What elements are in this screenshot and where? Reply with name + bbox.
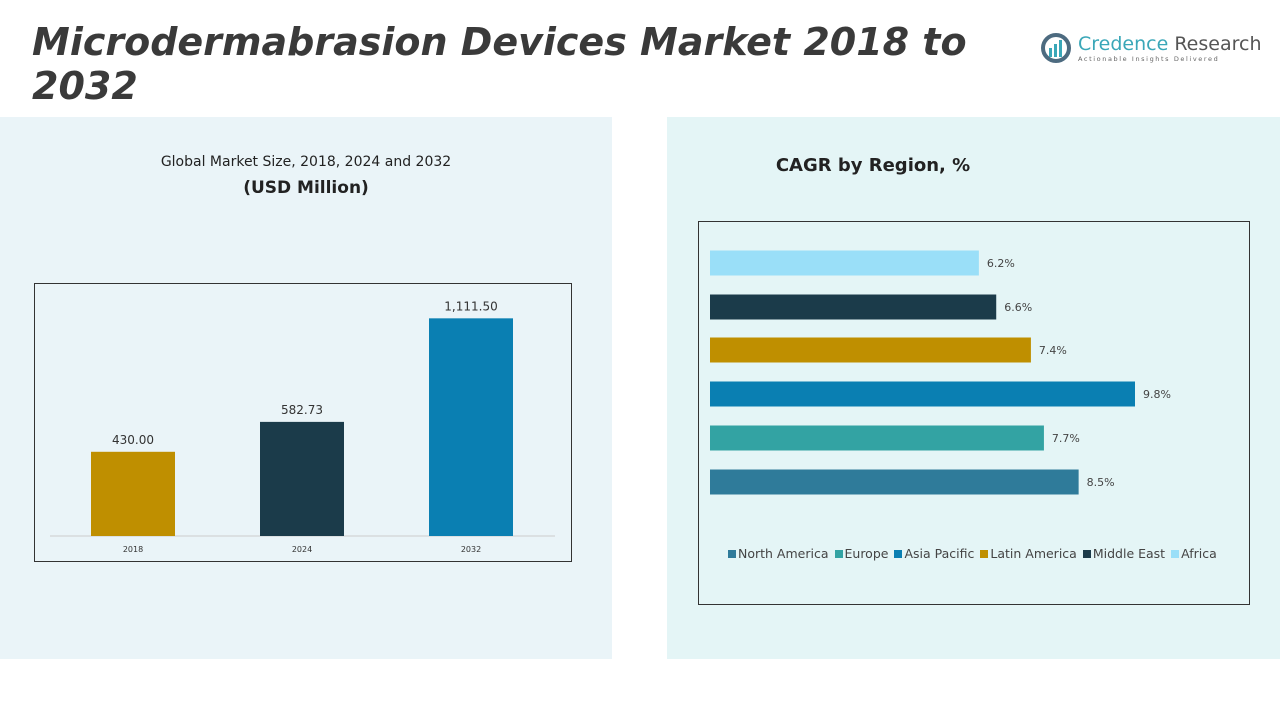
bar-2032 <box>429 318 513 536</box>
data-label-middle-east: 6.6% <box>1004 301 1032 314</box>
data-label-2032: 1,111.50 <box>444 299 497 313</box>
legend-item-europe: Europe <box>834 546 889 561</box>
bar-middle-east <box>710 294 997 320</box>
right-chart-title: CAGR by Region, % <box>775 155 971 176</box>
x-tick-2018: 2018 <box>123 545 143 554</box>
legend-swatch <box>980 549 989 558</box>
legend-swatch <box>1082 549 1091 558</box>
legend-label: Asia Pacific <box>904 546 975 561</box>
x-tick-2032: 2032 <box>461 545 481 554</box>
x-tick-2024: 2024 <box>292 545 312 554</box>
bar-2018 <box>91 451 175 536</box>
legend-label: Europe <box>844 546 889 561</box>
bar-latin-america <box>710 337 1031 363</box>
logo-tagline: Actionable Insights Delivered <box>1078 55 1220 63</box>
data-label-north-america: 8.5% <box>1087 476 1115 489</box>
cagr-legend: North America Europe Asia Pacific Latin Ame… <box>728 546 1217 561</box>
bar-north-america <box>710 469 1079 495</box>
left-chart-title: Global Market Size, 2018, 2024 and 2032 <box>160 154 452 170</box>
logo-icon <box>1041 33 1071 63</box>
legend-label: Africa <box>1181 546 1217 561</box>
bar-europe <box>710 425 1044 451</box>
data-label-europe: 7.7% <box>1052 432 1080 445</box>
data-label-2024: 582.73 <box>281 403 323 417</box>
left-chart-subtitle: (USD Million) <box>243 178 369 198</box>
bar-asia-pacific <box>710 381 1135 407</box>
legend-swatch <box>728 549 736 558</box>
legend-label: Latin America <box>990 546 1077 561</box>
legend-item-north-america: North America <box>728 546 829 561</box>
market-size-chart-frame <box>34 283 572 562</box>
data-label-asia-pacific: 9.8% <box>1143 388 1171 401</box>
logo-name-2: Research <box>1174 33 1262 55</box>
data-label-africa: 6.2% <box>987 257 1015 270</box>
logo-name-1: Credence <box>1078 33 1169 55</box>
legend-item-latin-america: Latin America <box>980 546 1077 561</box>
cagr-chart-frame <box>698 221 1250 605</box>
legend-label: Middle East <box>1092 546 1166 561</box>
legend-item-asia-pacific: Asia Pacific <box>894 546 974 561</box>
logo: Credence Research Actionable Insights De… <box>1040 32 1261 64</box>
bar-2024 <box>260 421 344 536</box>
legend-swatch <box>1171 549 1180 558</box>
data-label-latin-america: 7.4% <box>1039 344 1067 357</box>
legend-item-middle-east: Middle East <box>1082 546 1166 561</box>
data-label-2018: 430.00 <box>112 433 154 447</box>
bar-africa <box>710 250 979 276</box>
legend-swatch <box>834 549 843 558</box>
page-title: Microdermabrasion Devices Market 2018 to… <box>32 20 967 108</box>
legend-item-africa: Africa <box>1171 546 1217 561</box>
legend-swatch <box>894 549 903 558</box>
legend-label: North America <box>738 546 829 561</box>
